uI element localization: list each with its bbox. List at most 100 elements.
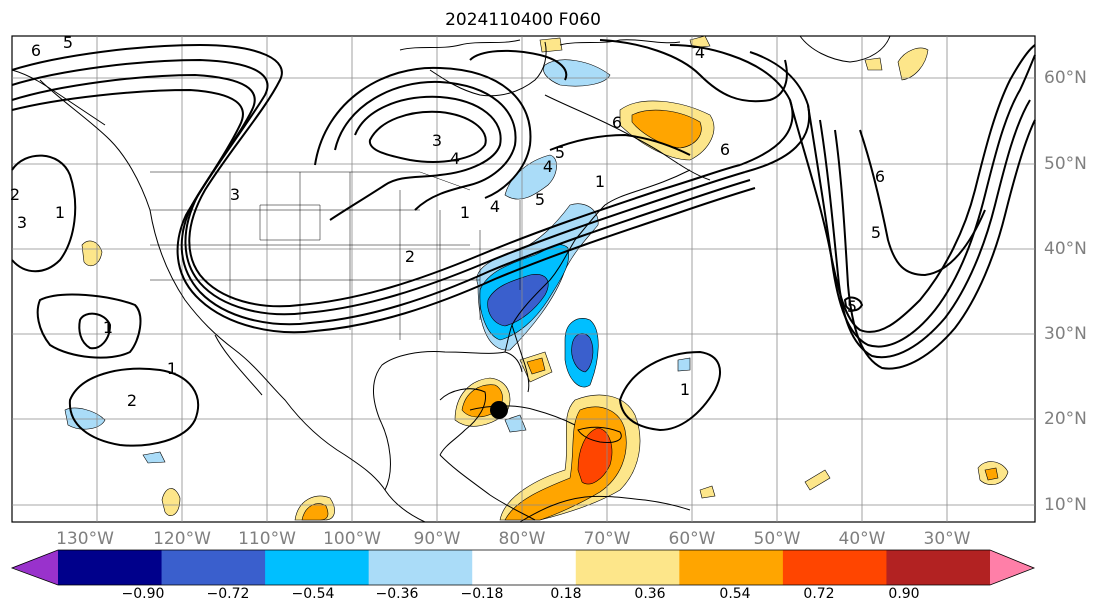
- contour-label: 6: [875, 167, 885, 186]
- contour-loop-atlantic-4: [834, 119, 1036, 370]
- contour-trough-4: [11, 88, 756, 334]
- contour-label: 1: [55, 203, 65, 222]
- colorbar-tick: −0.72: [206, 586, 250, 602]
- lat-label: 20°N: [1044, 409, 1087, 429]
- neg-light-patch-small-3: [677, 357, 691, 372]
- pos-mid-patch-small-d: [301, 503, 329, 521]
- contour-label: 1: [167, 359, 177, 378]
- contour-trough-3: [11, 73, 751, 326]
- contour-trough-2: [11, 58, 746, 316]
- coast-greenland: [799, 35, 891, 63]
- colorbar-outline: [10, 549, 1036, 586]
- height-contours: [11, 39, 1036, 447]
- colorbar-tick: −0.90: [121, 586, 165, 602]
- lat-label: 50°N: [1044, 154, 1087, 174]
- colorbar-segment: [161, 550, 266, 585]
- neg-dark-patch-carolinas: [487, 274, 549, 327]
- contour-low-1: [36, 293, 142, 359]
- contour-label: 5: [847, 297, 857, 316]
- contour-label: 4: [450, 149, 460, 168]
- lon-label: 80°W: [498, 529, 546, 549]
- neg-light-patch-hudson: [543, 59, 611, 87]
- coast-east-us: [511, 169, 691, 326]
- coast-alaska: [11, 69, 106, 126]
- lon-label: 30°W: [923, 529, 971, 549]
- contour-loop-atlantic-2: [807, 54, 1036, 348]
- colorbar-segment: [472, 550, 577, 585]
- contour-label: 1: [460, 203, 470, 222]
- coast-hudson-bay: [429, 41, 547, 97]
- contour-label: 2: [10, 185, 20, 204]
- contour-left-1: [11, 154, 77, 273]
- coast-baja: [214, 334, 263, 396]
- lat-label: 60°N: [1044, 68, 1087, 88]
- contour-trough-1: [11, 43, 741, 308]
- lon-label: 70°W: [583, 529, 631, 549]
- coast-hispaniola: [577, 426, 622, 443]
- contour-low-2: [68, 367, 200, 447]
- contour-label: 1: [103, 318, 113, 337]
- lon-label: 50°W: [753, 529, 801, 549]
- shading-layer: [64, 35, 1009, 521]
- colorbar-segment: [782, 550, 887, 585]
- colorbar-segment: [575, 550, 680, 585]
- lon-label: 110°W: [238, 529, 296, 549]
- colorbar-tick: 0.54: [719, 586, 751, 602]
- pos-mid-patch-small-e: [984, 467, 999, 481]
- colorbar-segment: [368, 550, 473, 585]
- contour-atlantic-1: [618, 350, 721, 432]
- contour-label: 6: [612, 113, 622, 132]
- contour-label: 1: [595, 172, 605, 191]
- coast-south-america: [519, 495, 691, 523]
- colorbar-tick: 0.90: [888, 586, 920, 602]
- colorbar-segment: [679, 550, 784, 585]
- contour-low-3: [78, 312, 112, 350]
- contour-ridge-5: [334, 80, 517, 211]
- colorbar-tick: −0.54: [291, 586, 335, 602]
- contour-hudson-6: [469, 49, 568, 81]
- contour-labrador-5: [549, 133, 691, 156]
- pos-light-patch-small-a: [864, 57, 883, 71]
- colorbar-tick: −0.18: [460, 586, 504, 602]
- contour-label: 5: [555, 143, 565, 162]
- contour-ridge-4: [329, 95, 502, 221]
- colorbar-tick: 0.18: [550, 586, 582, 602]
- coast-labrador: [544, 94, 711, 181]
- pos-light-patch-small-g: [699, 485, 716, 499]
- lon-label: 100°W: [323, 529, 381, 549]
- contour-label: 4: [695, 43, 705, 62]
- storm-center-dot: [490, 401, 508, 419]
- contour-label: 5: [535, 190, 545, 209]
- contour-label: 6: [720, 140, 730, 159]
- pos-light-patch-small-f: [804, 469, 831, 491]
- colorbar-tick: 0.36: [634, 586, 666, 602]
- coastlines: [11, 35, 891, 523]
- contour-ridge-low-3: [368, 110, 487, 163]
- lon-label: 120°W: [153, 529, 211, 549]
- lon-label: 90°W: [413, 529, 461, 549]
- contour-label-layer: 6 5 4 3 4 5 6 1 2 3 1 4 3 2 1 2 1 6 5 5 …: [10, 33, 885, 410]
- neg-light-patch-small-1: [142, 451, 166, 464]
- contour-loop-atlantic-1: [789, 44, 1036, 333]
- contour-label: 4: [543, 157, 553, 176]
- contour-label: 1: [680, 380, 690, 399]
- contour-wave-6: [859, 129, 986, 277]
- contour-east-1: [669, 44, 794, 166]
- pos-light-patch-small-c: [161, 488, 181, 516]
- coast-gulf-mexico: [373, 351, 523, 491]
- colorbar-tick: 0.72: [803, 586, 835, 602]
- lat-label: 30°N: [1044, 324, 1087, 344]
- pos-mid-patch-florida: [526, 357, 546, 375]
- contour-label: 6: [31, 41, 41, 60]
- colorbar-segment: [58, 550, 163, 585]
- contour-label: 5: [871, 223, 881, 242]
- colorbar-segment: [886, 550, 991, 585]
- contour-label: 2: [127, 391, 137, 410]
- contour-label: 3: [432, 131, 442, 150]
- coast-west-north-america: [39, 79, 426, 523]
- pos-light-patch-small-i: [539, 37, 563, 53]
- contour-label: 3: [230, 185, 240, 204]
- colorbar-extend-right: [990, 550, 1034, 585]
- contour-label: 5: [63, 33, 73, 52]
- contour-small-5: [843, 296, 864, 312]
